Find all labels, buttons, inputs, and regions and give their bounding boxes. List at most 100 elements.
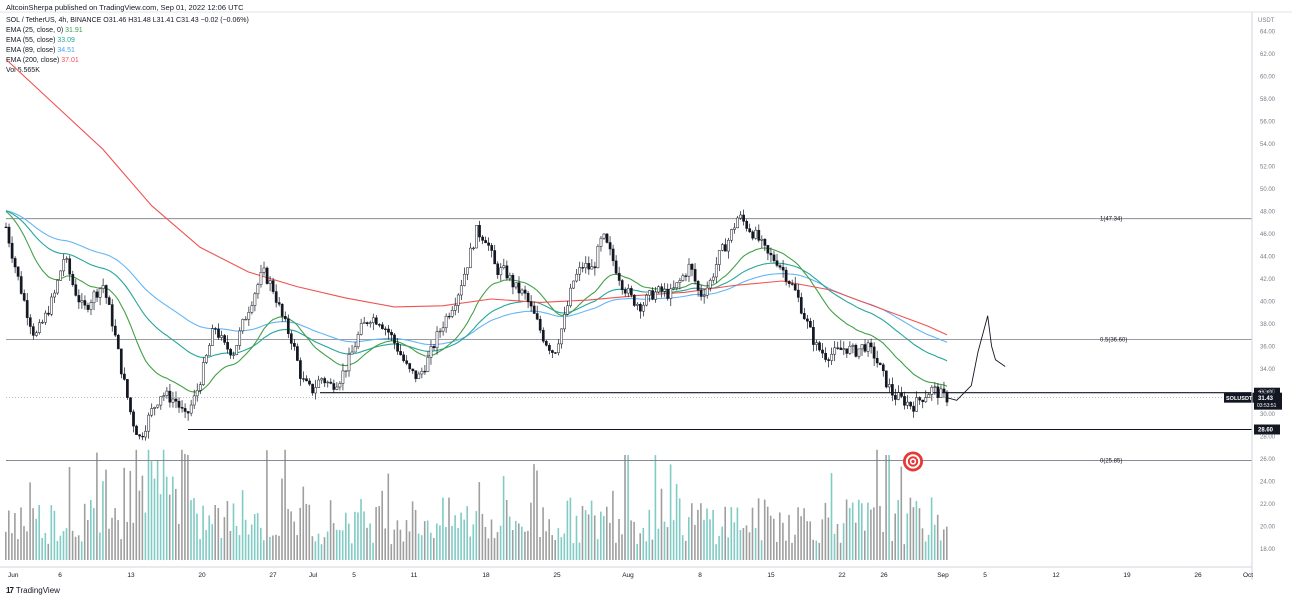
volume-bar	[59, 535, 62, 560]
volume-bar	[366, 527, 368, 560]
indicator-ema89[interactable]: EMA (89, close) 34.51	[6, 46, 75, 56]
candle-body	[119, 348, 123, 375]
y-tick-label: 62.00	[1260, 52, 1276, 58]
volume-bar	[420, 535, 423, 560]
candle-body	[74, 284, 78, 296]
x-tick-label: 5	[983, 572, 987, 579]
x-tick-label: 19	[1123, 572, 1131, 579]
x-tick-label: Jun	[8, 572, 19, 579]
candle-body	[857, 348, 861, 357]
volume-bar	[372, 542, 374, 560]
candle-body	[648, 290, 651, 296]
indicator-ema200[interactable]: EMA (200, close) 37.01	[6, 56, 79, 66]
volume-bar	[472, 524, 475, 560]
candle-body	[268, 280, 272, 284]
volume-bar	[381, 490, 383, 560]
candle-body	[368, 322, 372, 324]
candle-body	[799, 297, 803, 314]
indicator-label: EMA (25, close, 0)	[6, 27, 64, 34]
y-tick-label: 60.00	[1260, 74, 1276, 80]
candle-body	[459, 285, 463, 296]
candle-body	[113, 325, 117, 336]
volume-bar	[423, 521, 426, 560]
volume-bar	[663, 521, 666, 560]
volume-bar	[806, 521, 808, 560]
y-tick-label: 26.00	[1260, 457, 1276, 463]
volume-bar	[666, 527, 669, 560]
volume-bar	[915, 501, 918, 560]
candle-body	[378, 324, 381, 326]
candle-body	[201, 362, 205, 385]
volume-bar	[590, 500, 593, 560]
candle-body	[581, 267, 585, 269]
volume-bar	[912, 507, 915, 560]
y-tick-label: 40.00	[1260, 299, 1276, 305]
candle-body	[126, 379, 129, 398]
volume-bar	[754, 528, 757, 560]
volume-bar	[815, 540, 818, 560]
candle-body	[235, 345, 239, 355]
volume-bar	[943, 529, 945, 560]
candle-body	[384, 328, 387, 330]
x-tick-label: 5	[352, 572, 356, 579]
volume-bar	[430, 532, 432, 560]
volume-bar	[266, 450, 268, 560]
volume-bar	[624, 455, 626, 560]
volume-bar	[518, 523, 520, 560]
indicator-ema25[interactable]: EMA (25, close, 0) 31.91	[6, 26, 83, 36]
volume-bar	[47, 543, 50, 560]
volume-bar	[712, 509, 714, 560]
candle-body	[557, 343, 560, 353]
indicator-volume[interactable]: Vol 5.565K	[6, 66, 40, 76]
candle-body	[286, 318, 290, 334]
volume-bar	[654, 455, 657, 560]
candle-body	[711, 276, 715, 281]
candle-body	[104, 285, 108, 298]
symbol-name[interactable]: SOL / TetherUS, 4h, BINANCE	[6, 17, 102, 24]
y-tick-label: 64.00	[1260, 29, 1276, 35]
volume-bar	[867, 502, 869, 560]
x-tick-label: 11	[411, 572, 418, 579]
volume-bar	[184, 453, 186, 560]
candle-body	[16, 266, 20, 277]
volume-bar	[773, 518, 775, 560]
candle-body	[253, 293, 257, 306]
volume-bar	[351, 543, 353, 560]
candle-body	[578, 267, 582, 275]
candle-body	[277, 302, 281, 305]
volume-bar	[287, 509, 289, 560]
candle-body	[405, 360, 409, 364]
volume-bar	[165, 476, 168, 560]
volume-bar	[68, 467, 71, 560]
candle-body	[123, 373, 126, 380]
candle-body	[793, 284, 797, 291]
candle-body	[551, 350, 554, 353]
candle-body	[617, 272, 621, 281]
candle-body	[432, 346, 436, 349]
volume-bar	[882, 531, 884, 560]
y-tick-label: 18.00	[1260, 547, 1276, 553]
tradingview-brand[interactable]: 17 TradingView	[6, 586, 60, 595]
candle-body	[423, 370, 427, 373]
candle-body	[238, 330, 242, 346]
candle-body	[50, 296, 53, 315]
volume-bar	[936, 514, 939, 560]
volume-bar	[785, 540, 787, 560]
indicator-ema55[interactable]: EMA (55, close) 33.09	[6, 36, 75, 46]
volume-bar	[709, 519, 711, 560]
candle-body	[708, 279, 712, 289]
candle-body	[86, 304, 90, 310]
volume-bar	[77, 535, 80, 560]
x-tick-label: 20	[198, 572, 206, 579]
candle-body	[296, 346, 299, 361]
candle-body	[915, 397, 918, 412]
volume-bar	[129, 470, 132, 560]
candle-body	[502, 265, 506, 268]
candle-body	[629, 288, 633, 296]
volume-bar	[417, 533, 420, 560]
candle-body	[110, 304, 114, 327]
candle-body	[523, 289, 527, 294]
candle-body	[311, 383, 314, 394]
candle-body	[554, 352, 557, 354]
